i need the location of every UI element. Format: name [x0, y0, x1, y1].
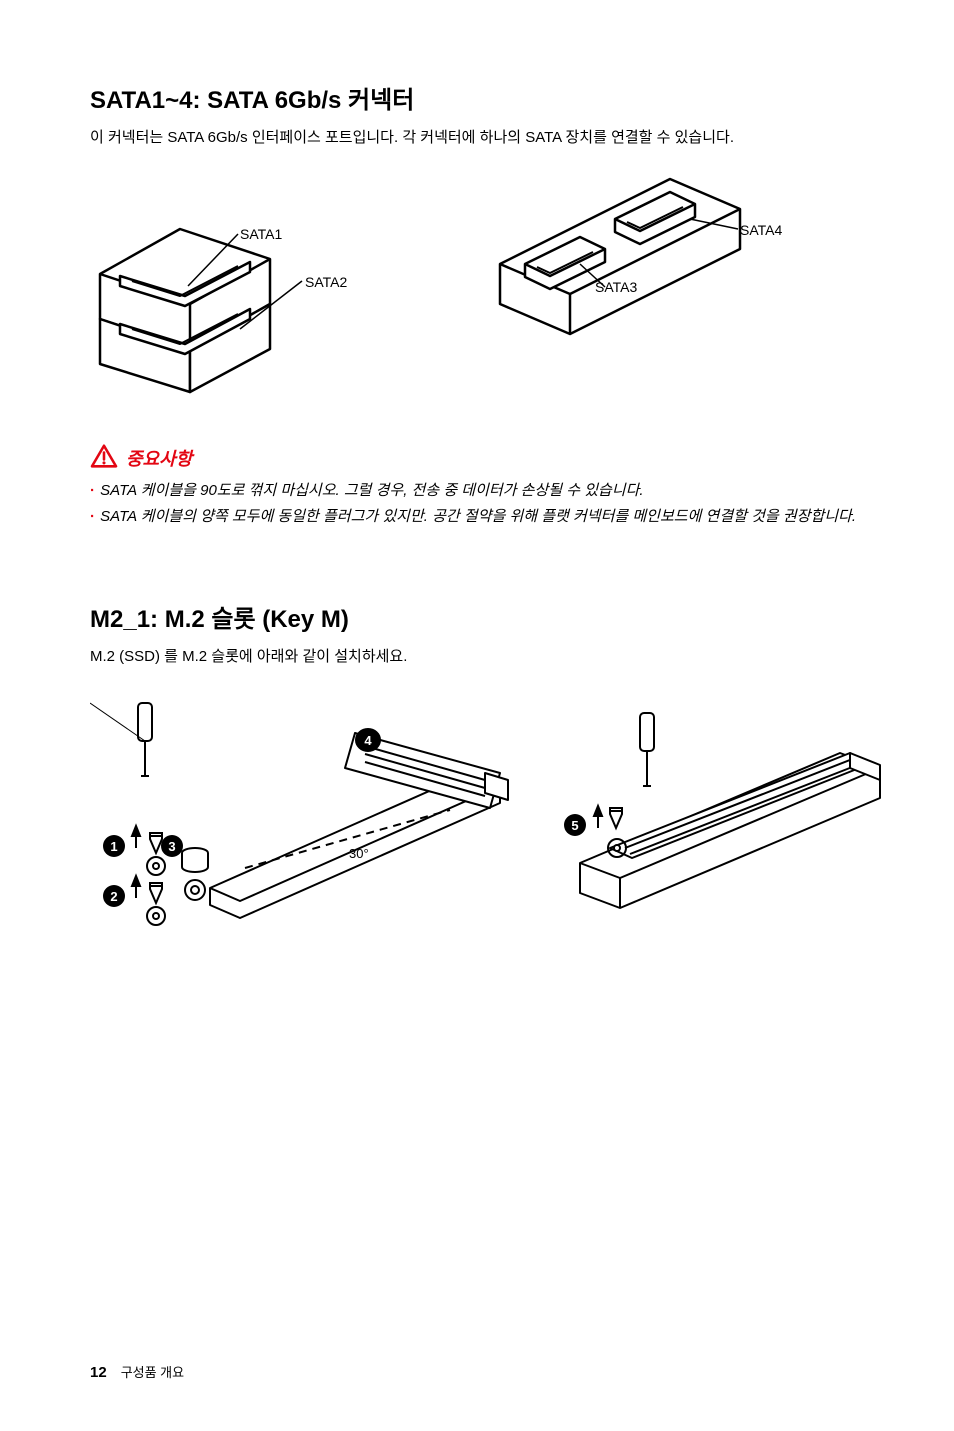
alert-line-2: ∙SATA 케이블의 양쪽 모두에 동일한 플러그가 있지만. 공간 절약을 위…: [90, 505, 864, 529]
m2-section-title: M2_1: M.2 슬롯 (Key M): [90, 599, 864, 634]
sata34-svg: [430, 174, 790, 344]
sata-diagram-row: SATA1 SATA2: [90, 174, 864, 394]
sata12-diagram: SATA1 SATA2: [90, 174, 370, 394]
footer-label: 구성품 개요: [121, 1362, 184, 1381]
svg-text:5: 5: [571, 818, 578, 833]
m2-right-diagram: 5: [550, 698, 890, 933]
alert-title: 중요사항: [126, 445, 192, 471]
sata34-diagram: SATA3 SATA4: [430, 174, 790, 374]
sata1-label: SATA1: [240, 226, 282, 242]
alert-line-1: ∙SATA 케이블을 90도로 꺾지 마십시오. 그럴 경우, 전송 중 데이터…: [90, 479, 864, 503]
svg-text:4: 4: [364, 733, 372, 748]
m2-diagram: 4 30°: [90, 698, 864, 933]
sata2-label: SATA2: [305, 274, 347, 290]
sata-section-desc: 이 커넥터는 SATA 6Gb/s 인터페이스 포트입니다. 각 커넥터에 하나…: [90, 127, 864, 150]
svg-text:3: 3: [168, 839, 175, 854]
sata4-label: SATA4: [740, 222, 782, 238]
angle-label: 30°: [349, 846, 369, 861]
svg-text:2: 2: [110, 889, 117, 904]
page-footer: 12 구성품 개요: [90, 1362, 184, 1381]
important-alert: 중요사항 ∙SATA 케이블을 90도로 꺾지 마십시오. 그럴 경우, 전송 …: [90, 444, 864, 529]
m2-left-diagram: 4 30°: [90, 698, 510, 933]
m2-section-desc: M.2 (SSD) 를 M.2 슬롯에 아래와 같이 설치하세요.: [90, 646, 864, 669]
sata-section-title: SATA1~4: SATA 6Gb/s 커넥터: [90, 80, 864, 115]
svg-text:1: 1: [110, 839, 117, 854]
warning-icon: [90, 444, 118, 473]
sata3-label: SATA3: [595, 279, 637, 295]
page-number: 12: [90, 1364, 107, 1381]
